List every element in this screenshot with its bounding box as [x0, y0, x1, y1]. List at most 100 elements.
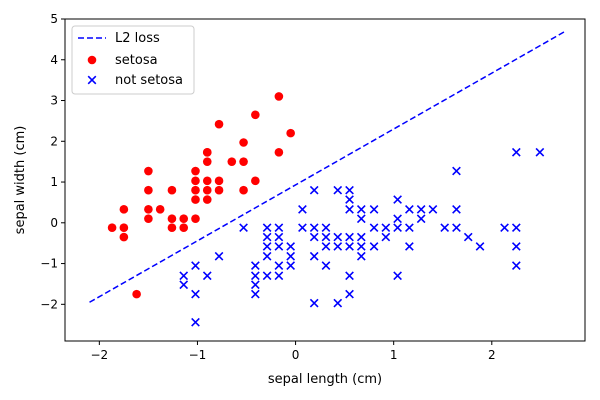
not-setosa-point: [191, 261, 200, 270]
y-tick-label: 4: [50, 53, 58, 67]
not-setosa-point: [321, 223, 331, 233]
not-setosa-point: [511, 147, 521, 157]
y-axis-ticks: −2 −1 0 1 2 3 4 5: [40, 12, 65, 311]
setosa-point: [239, 157, 248, 166]
setosa-point: [202, 176, 212, 186]
chart-marks: [89, 30, 566, 327]
setosa-point: [191, 185, 200, 195]
legend-not-setosa-label: not setosa: [115, 73, 183, 88]
not-setosa-point: [511, 223, 521, 233]
setosa-point: [119, 205, 129, 214]
setosa-point: [202, 157, 212, 166]
setosa-point: [107, 223, 117, 232]
not-setosa-point: [274, 232, 284, 242]
y-tick-label: 2: [50, 134, 58, 148]
not-setosa-point: [405, 223, 414, 233]
setosa-point: [191, 195, 200, 204]
not-setosa-point: [191, 317, 200, 327]
not-setosa-point: [321, 232, 331, 242]
not-setosa-point: [345, 289, 354, 299]
legend-box: [71, 25, 195, 95]
not-setosa-point: [286, 261, 296, 270]
not-setosa-point: [405, 242, 414, 251]
not-setosa-point: [345, 242, 354, 251]
not-setosa-point: [416, 214, 426, 224]
not-setosa-point: [405, 204, 414, 214]
setosa-point: [214, 185, 224, 195]
legend-x-marker: [87, 75, 97, 85]
not-setosa-point: [416, 204, 426, 214]
legend: L2 loss setosa not setosa: [71, 25, 195, 95]
not-setosa-point: [250, 280, 260, 290]
not-setosa-point: [309, 185, 319, 195]
setosa-point: [119, 232, 129, 242]
setosa-point: [202, 185, 212, 195]
setosa-point: [179, 223, 189, 232]
not-setosa-point: [369, 204, 379, 214]
not-setosa-point: [356, 214, 366, 224]
legend-l2-loss-label: L2 loss: [115, 31, 160, 46]
setosa-point: [179, 214, 189, 224]
not-setosa-point: [393, 223, 402, 233]
l2-loss-line: [89, 30, 566, 303]
setosa-point: [214, 176, 224, 186]
not-setosa-point: [286, 251, 296, 261]
setosa-point: [144, 185, 153, 195]
not-setosa-point: [393, 195, 402, 204]
not-setosa-point: [191, 289, 200, 299]
not-setosa-point: [333, 185, 343, 195]
setosa-point: [251, 110, 260, 120]
setosa-point: [144, 214, 153, 224]
setosa-point: [239, 138, 248, 147]
not-setosa-point: [452, 204, 461, 214]
not-setosa-point: [250, 289, 260, 299]
not-setosa-point: [262, 232, 272, 242]
not-setosa-point: [393, 271, 402, 281]
not-setosa-point: [345, 185, 354, 195]
legend-setosa-label: setosa: [115, 53, 158, 68]
not-setosa-point: [274, 271, 284, 281]
not-setosa-point: [369, 242, 379, 251]
not-setosa-point: [262, 223, 272, 233]
x-tick-label: −1: [189, 348, 207, 362]
not-setosa-point: [262, 271, 272, 281]
not-setosa-point: [262, 242, 272, 251]
setosa-point: [202, 147, 212, 157]
setosa-point: [167, 223, 177, 232]
y-tick-label: 3: [50, 94, 58, 108]
x-tick-label: 0: [292, 348, 300, 362]
y-tick-label: 1: [50, 175, 58, 189]
x-tick-label: −2: [90, 348, 108, 362]
not-setosa-point: [309, 223, 319, 233]
not-setosa-point: [309, 298, 319, 308]
not-setosa-point: [463, 232, 473, 242]
not-setosa-point: [286, 242, 296, 251]
not-setosa-point: [239, 223, 248, 233]
not-setosa-point: [452, 223, 461, 233]
not-setosa-point: [179, 280, 189, 290]
x-tick-label: 1: [390, 348, 398, 362]
not-setosa-point: [298, 204, 307, 214]
y-axis-label: sepal width (cm): [13, 126, 28, 235]
setosa-point: [167, 214, 177, 224]
not-setosa-point: [309, 232, 319, 242]
not-setosa-point: [381, 232, 391, 242]
not-setosa-point: [345, 232, 354, 242]
not-setosa-point: [356, 242, 366, 251]
legend-setosa-swatch: [87, 55, 97, 65]
not-setosa-point: [298, 223, 307, 233]
not-setosa-point: [475, 242, 485, 251]
setosa-point: [202, 195, 212, 204]
y-tick-label: −1: [40, 257, 58, 271]
x-axis-ticks: −2 −1 0 1 2: [90, 341, 496, 362]
x-axis-label: sepal length (cm): [268, 372, 382, 387]
setosa-point: [274, 147, 284, 157]
setosa-point: [155, 205, 165, 214]
not-setosa-point: [535, 147, 545, 157]
setosa-point: [167, 185, 177, 195]
setosa-point: [227, 157, 237, 166]
not-setosa-point: [309, 251, 319, 261]
not-setosa-point: [511, 242, 521, 251]
setosa-point: [191, 166, 200, 176]
